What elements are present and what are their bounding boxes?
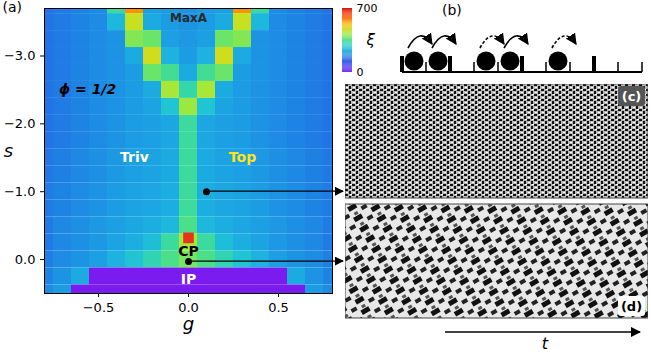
svg-text:IP: IP: [181, 271, 196, 287]
svg-text:Triv: Triv: [120, 149, 149, 165]
svg-text:−1.0: −1.0: [4, 184, 36, 199]
svg-text:ξ: ξ: [366, 31, 376, 49]
svg-text:g: g: [183, 313, 194, 334]
svg-text:−2.0: −2.0: [4, 116, 36, 131]
svg-text:Top: Top: [229, 149, 256, 165]
svg-text:700: 700: [357, 2, 378, 15]
svg-text:−0.5: −0.5: [83, 300, 115, 315]
svg-text:s: s: [4, 140, 13, 161]
svg-text:ϕ = 1/2: ϕ = 1/2: [59, 81, 116, 97]
svg-text:0: 0: [357, 66, 364, 79]
svg-text:(a): (a): [3, 0, 23, 15]
svg-text:0.5: 0.5: [268, 300, 289, 315]
svg-text:0.0: 0.0: [178, 299, 199, 315]
svg-text:−3.0: −3.0: [4, 48, 36, 63]
svg-text:(d): (d): [621, 299, 642, 314]
svg-text:t: t: [542, 334, 549, 353]
svg-text:0.0: 0.0: [15, 252, 36, 267]
svg-text:(b): (b): [442, 2, 462, 18]
svg-text:CP: CP: [178, 243, 199, 259]
svg-text:(c): (c): [622, 89, 642, 104]
svg-text:MaxA: MaxA: [170, 11, 208, 25]
